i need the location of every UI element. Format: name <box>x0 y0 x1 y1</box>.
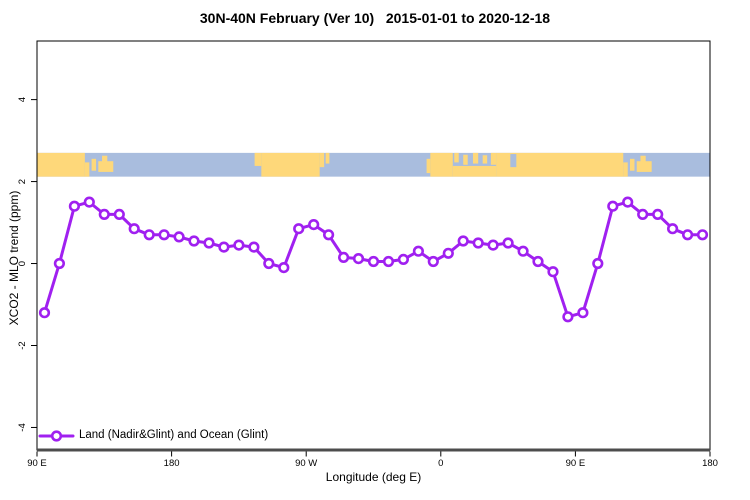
x-tick-label: 90 W <box>295 458 317 469</box>
data-point <box>53 257 66 270</box>
data-point <box>188 235 200 247</box>
map-strip-land-segment <box>261 152 320 177</box>
data-point <box>532 255 544 268</box>
data-point <box>308 219 320 231</box>
map-strip-land-segment <box>629 158 635 171</box>
data-point <box>352 253 365 265</box>
data-point <box>338 251 350 263</box>
data-point <box>681 229 694 241</box>
map-strip-land-segment <box>636 161 652 172</box>
map-strip-land-segment <box>496 152 624 177</box>
data-point <box>203 237 215 249</box>
data-point <box>517 245 529 257</box>
map-strip-land-segment <box>463 154 468 165</box>
y-tick-label: -4 <box>17 423 28 431</box>
data-point <box>233 239 245 251</box>
x-tick-label: 90 E <box>27 458 47 469</box>
data-point <box>472 237 484 249</box>
map-strip-land-segment <box>84 162 90 177</box>
data-point <box>547 266 559 278</box>
data-point <box>696 229 709 241</box>
data-point <box>367 255 380 268</box>
data-point <box>666 223 679 235</box>
map-strip-land-segment <box>482 155 488 164</box>
map-strip-land-segment <box>490 152 497 165</box>
map-strip-land-segment <box>640 155 646 166</box>
x-axis-title: Longitude (deg E) <box>325 470 422 484</box>
y-tick-label: 4 <box>17 97 28 102</box>
map-strip-land-segment <box>454 152 459 163</box>
map-strip-land-segment <box>325 152 330 164</box>
map-strip-land-segment <box>98 161 114 172</box>
y-tick-label: -2 <box>17 341 28 349</box>
x-tick-label: 180 <box>702 458 718 469</box>
map-strip-land-segment <box>37 152 85 177</box>
data-point <box>607 200 619 212</box>
map-strip-land-segment <box>426 158 431 174</box>
data-point <box>577 307 589 319</box>
data-point <box>218 241 230 253</box>
data-point <box>278 262 290 274</box>
data-point <box>323 229 335 241</box>
data-point <box>382 255 395 268</box>
data-point <box>158 229 170 241</box>
data-point <box>128 223 140 235</box>
data-point <box>143 229 155 241</box>
map-strip-land-segment <box>102 155 108 166</box>
y-tick-label: 2 <box>17 179 28 184</box>
map-strip-land-segment <box>91 158 97 171</box>
x-tick-label: 0 <box>438 458 443 469</box>
plot-frame <box>36 40 711 451</box>
data-point <box>263 257 275 270</box>
data-point <box>652 208 664 220</box>
x-tick-label: 180 <box>164 458 180 469</box>
map-strip-ocean-segment <box>510 154 517 168</box>
map-strip-land-segment <box>430 152 453 177</box>
map-strip-land-segment <box>452 165 497 177</box>
legend-label: Land (Nadir&Glint) and Ocean (Glint) <box>79 429 269 441</box>
x-tick-label: 90 E <box>566 458 586 469</box>
data-point <box>427 255 439 268</box>
data-point <box>487 239 499 251</box>
data-point <box>637 208 649 220</box>
data-point <box>38 307 51 319</box>
y-tick-label: 0 <box>17 261 28 266</box>
data-point <box>397 253 410 265</box>
chart-title: 30N-40N February (Ver 10) 2015-01-01 to … <box>199 10 551 26</box>
data-point <box>457 235 469 247</box>
data-point <box>412 245 425 257</box>
data-point <box>592 257 604 270</box>
data-point <box>173 231 185 243</box>
legend-marker-icon <box>50 430 63 442</box>
map-strip-land-segment <box>319 152 325 168</box>
data-point <box>442 247 454 259</box>
data-point <box>622 196 634 208</box>
data-point <box>502 237 514 249</box>
data-point <box>68 200 80 212</box>
map-strip-land-segment <box>472 152 479 164</box>
data-point <box>293 223 305 235</box>
data-point <box>248 241 260 253</box>
map-strip-land-segment <box>254 152 262 166</box>
data-point <box>562 311 574 323</box>
map-strip-land-segment <box>623 162 628 177</box>
data-point <box>98 208 110 220</box>
data-point <box>113 208 125 220</box>
data-point <box>83 196 95 208</box>
